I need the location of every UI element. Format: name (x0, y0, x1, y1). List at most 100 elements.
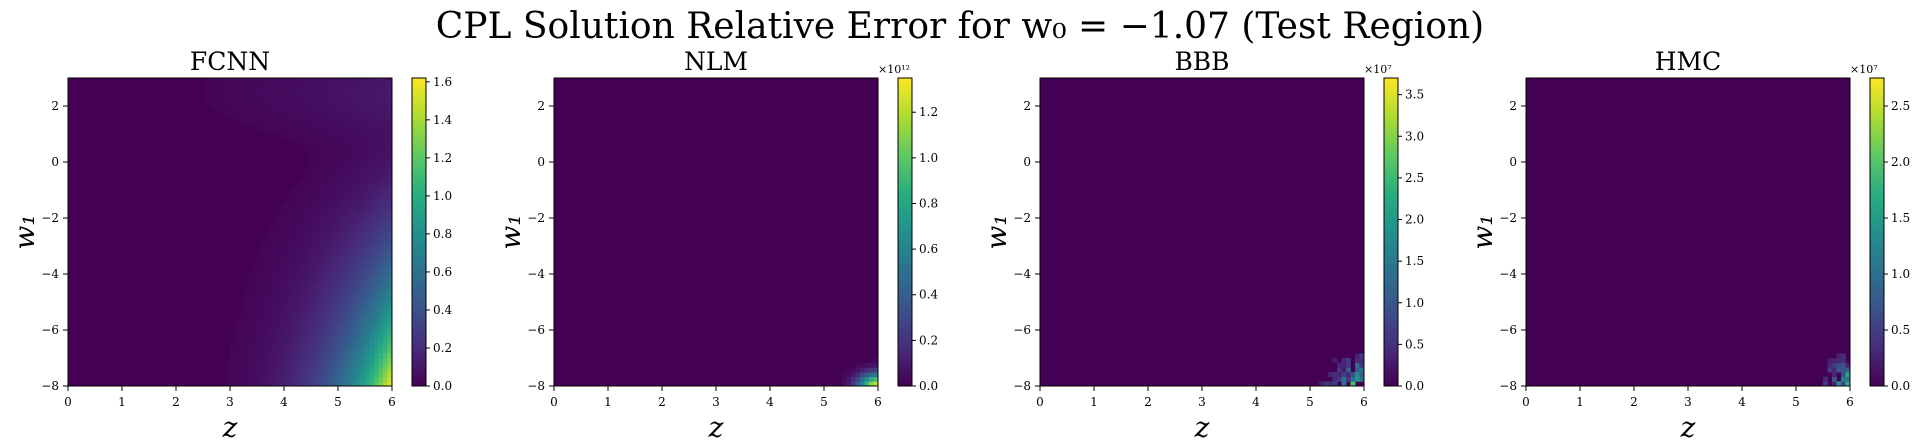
heatmap-cell (383, 162, 388, 168)
heatmap-cell (378, 381, 384, 387)
heatmap-cell (338, 166, 343, 172)
heatmap-cell (360, 372, 366, 378)
heatmap-cell (351, 185, 357, 191)
heatmap-cell (270, 110, 276, 116)
heatmap-cell (378, 213, 384, 219)
heatmap-cell (383, 358, 388, 364)
heatmap-cell (279, 344, 285, 350)
x-tick-label: 0 (550, 395, 558, 409)
heatmap-cell (365, 292, 370, 298)
heatmap-cell (369, 339, 375, 345)
heatmap-cell (270, 222, 276, 228)
heatmap-cell (243, 302, 249, 308)
heatmap-cell (387, 166, 393, 172)
heatmap-cell (356, 250, 361, 256)
heatmap-cell (270, 87, 276, 93)
heatmap-cell (203, 82, 208, 88)
heatmap-cell (342, 218, 348, 224)
heatmap-cell (284, 213, 289, 219)
heatmap-cell (378, 106, 384, 112)
heatmap-cell (329, 222, 334, 228)
heatmap-cell (329, 82, 334, 88)
heatmap-cell (342, 101, 348, 107)
heatmap-cell (293, 241, 298, 247)
heatmap-cell (351, 129, 357, 135)
heatmap-cell (329, 362, 334, 368)
colorbar-tick-label: 3.0 (1405, 129, 1424, 143)
heatmap-cell (252, 87, 258, 93)
heatmap-cell (360, 348, 366, 354)
heatmap-cell (315, 339, 321, 345)
heatmap-cell (248, 311, 253, 317)
colorbar-tick-label: 0.0 (919, 379, 938, 393)
heatmap-cell (374, 218, 379, 224)
heatmap-cell (378, 320, 384, 326)
heatmap-cell (360, 96, 366, 102)
heatmap-cell (333, 381, 339, 387)
heatmap-cell (279, 236, 285, 242)
heatmap-cell (234, 78, 240, 84)
heatmap-cell (374, 344, 379, 350)
heatmap-cell (302, 199, 307, 205)
heatmap-cell (275, 302, 280, 308)
heatmap-cell (338, 218, 343, 224)
heatmap-cell (284, 208, 289, 214)
y-tick-label: −4 (1013, 267, 1031, 281)
heatmap-cell (266, 381, 271, 387)
heatmap-cell (293, 348, 298, 354)
heatmap-cell (338, 157, 343, 163)
heatmap-cell (347, 339, 352, 345)
heatmap-cell (284, 120, 289, 126)
heatmap-cell (320, 320, 325, 326)
heatmap-cell (279, 306, 285, 312)
heatmap-cell (356, 227, 361, 233)
heatmap-cell (387, 320, 393, 326)
heatmap-cell (387, 255, 393, 261)
heatmap-cell (288, 129, 294, 135)
heatmap-cell (1332, 358, 1338, 364)
heatmap-cell (252, 348, 258, 354)
heatmap-cell (383, 264, 388, 270)
heatmap-cell (365, 264, 370, 270)
heatmap-cell (356, 372, 361, 378)
colorbar-tick-label: 1.2 (919, 105, 938, 119)
heatmap-cell (374, 143, 379, 149)
heatmap-cell (297, 124, 303, 130)
heatmap-cell (297, 82, 303, 88)
heatmap-cell (1359, 358, 1365, 364)
heatmap-cell (261, 334, 267, 340)
heatmap-cell (279, 372, 285, 378)
heatmap-cell (365, 325, 370, 331)
heatmap-cell (1355, 367, 1360, 373)
heatmap-cell (338, 362, 343, 368)
heatmap-cell (315, 353, 321, 359)
heatmap-cell (365, 106, 370, 112)
heatmap-cell (279, 115, 285, 121)
heatmap-cell (311, 236, 316, 242)
heatmap-cell (333, 87, 339, 93)
heatmap-cell (387, 115, 393, 121)
heatmap-cell (239, 115, 244, 121)
heatmap-cell (324, 218, 330, 224)
heatmap-cell (333, 138, 339, 144)
heatmap-cell (342, 362, 348, 368)
heatmap-cell (324, 138, 330, 144)
heatmap-cell (284, 134, 289, 140)
heatmap-cell (365, 362, 370, 368)
heatmap-cell (365, 232, 370, 238)
heatmap-cell (257, 120, 262, 126)
heatmap-cell (297, 246, 303, 252)
heatmap-cell (329, 358, 334, 364)
heatmap-cell (311, 232, 316, 238)
heatmap-cell (288, 194, 294, 200)
heatmap-cell (329, 232, 334, 238)
heatmap-cell (306, 110, 312, 116)
heatmap-cell (234, 110, 240, 116)
heatmap-cell (302, 78, 307, 84)
heatmap-cell (365, 255, 370, 261)
heatmap-cell (243, 288, 249, 294)
heatmap-cell (333, 124, 339, 130)
heatmap-cell (851, 376, 856, 382)
heatmap-cell (338, 316, 343, 322)
heatmap-cell (324, 372, 330, 378)
